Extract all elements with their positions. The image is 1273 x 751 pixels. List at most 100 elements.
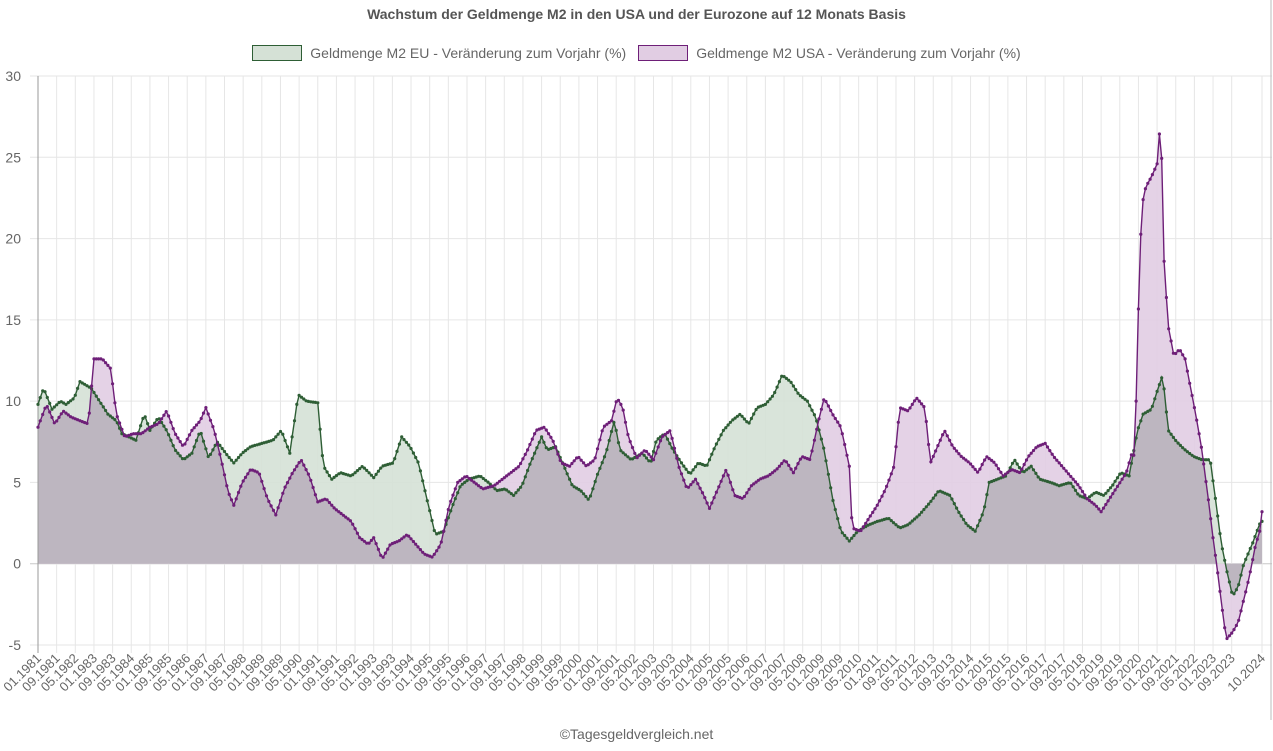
data-point-0 bbox=[749, 416, 754, 421]
data-point-0 bbox=[456, 491, 460, 495]
data-point-1 bbox=[260, 479, 264, 483]
data-point-1 bbox=[971, 465, 975, 469]
data-point-0 bbox=[1213, 496, 1217, 500]
data-point-0 bbox=[178, 454, 182, 458]
data-point-1 bbox=[519, 461, 523, 466]
data-point-0 bbox=[101, 405, 105, 409]
data-point-0 bbox=[693, 465, 698, 469]
data-point-0 bbox=[920, 510, 924, 514]
data-point-0 bbox=[1178, 443, 1182, 447]
data-point-0 bbox=[220, 446, 224, 451]
data-point-0 bbox=[355, 469, 359, 473]
data-point-1 bbox=[658, 439, 663, 443]
data-point-0 bbox=[1218, 532, 1222, 536]
data-point-0 bbox=[111, 416, 115, 420]
data-point-1 bbox=[1001, 474, 1005, 478]
data-point-1 bbox=[934, 449, 938, 453]
data-point-1 bbox=[1204, 480, 1208, 484]
data-point-1 bbox=[1048, 449, 1052, 453]
data-point-1 bbox=[1176, 349, 1180, 353]
data-point-1 bbox=[866, 518, 870, 522]
data-point-0 bbox=[185, 455, 189, 459]
data-point-1 bbox=[1141, 198, 1145, 202]
data-point-0 bbox=[276, 432, 280, 436]
data-point-1 bbox=[745, 491, 749, 495]
data-point-1 bbox=[644, 449, 649, 454]
data-point-0 bbox=[194, 438, 199, 443]
data-point-1 bbox=[859, 528, 863, 533]
data-point-0 bbox=[208, 452, 213, 456]
data-point-1 bbox=[957, 452, 961, 456]
data-point-0 bbox=[269, 439, 273, 443]
data-point-0 bbox=[325, 470, 329, 474]
data-point-0 bbox=[201, 439, 206, 443]
data-point-1 bbox=[374, 542, 378, 546]
data-point-0 bbox=[575, 486, 579, 490]
data-point-0 bbox=[1225, 570, 1229, 574]
data-point-1 bbox=[416, 545, 420, 549]
data-point-0 bbox=[735, 414, 740, 418]
data-point-1 bbox=[353, 527, 357, 531]
data-point-1 bbox=[278, 498, 283, 503]
data-point-0 bbox=[211, 448, 215, 452]
data-point-0 bbox=[97, 398, 101, 402]
data-point-0 bbox=[115, 421, 119, 425]
data-point-1 bbox=[1106, 499, 1110, 503]
data-point-0 bbox=[731, 418, 735, 422]
data-point-1 bbox=[586, 463, 590, 467]
data-point-1 bbox=[1050, 452, 1054, 456]
data-point-1 bbox=[421, 550, 425, 554]
data-point-0 bbox=[416, 460, 420, 464]
data-point-0 bbox=[1162, 387, 1166, 391]
data-point-0 bbox=[568, 477, 572, 481]
data-point-1 bbox=[162, 413, 166, 417]
data-point-0 bbox=[1113, 479, 1117, 483]
data-point-0 bbox=[402, 438, 406, 442]
data-point-0 bbox=[533, 451, 537, 455]
data-point-0 bbox=[1167, 429, 1171, 433]
data-point-0 bbox=[344, 472, 348, 476]
data-point-0 bbox=[537, 440, 541, 444]
data-point-0 bbox=[787, 378, 791, 382]
data-point-0 bbox=[983, 505, 987, 509]
data-point-0 bbox=[1111, 483, 1115, 487]
data-point-1 bbox=[232, 503, 236, 507]
data-point-1 bbox=[52, 421, 56, 425]
data-point-1 bbox=[609, 419, 614, 423]
data-point-1 bbox=[220, 462, 224, 466]
data-point-1 bbox=[549, 435, 553, 439]
legend-item-usa[interactable]: Geldmenge M2 USA - Veränderung zum Vorja… bbox=[638, 45, 1021, 61]
data-point-1 bbox=[857, 528, 861, 533]
data-point-1 bbox=[994, 463, 998, 467]
data-point-1 bbox=[619, 402, 623, 406]
data-point-1 bbox=[691, 480, 695, 484]
data-point-1 bbox=[936, 444, 940, 448]
data-point-1 bbox=[908, 406, 912, 410]
data-point-1 bbox=[257, 472, 262, 476]
y-tick-label: -5 bbox=[9, 637, 22, 653]
data-point-0 bbox=[1176, 441, 1180, 445]
data-point-0 bbox=[1230, 590, 1234, 594]
data-point-0 bbox=[572, 485, 576, 489]
data-point-0 bbox=[740, 414, 744, 418]
data-point-1 bbox=[1132, 453, 1136, 457]
data-point-1 bbox=[1164, 295, 1168, 300]
data-point-0 bbox=[1055, 483, 1059, 487]
data-point-0 bbox=[598, 466, 602, 470]
data-point-1 bbox=[577, 455, 581, 460]
data-point-1 bbox=[341, 513, 345, 517]
data-point-1 bbox=[160, 417, 164, 421]
data-point-0 bbox=[894, 523, 898, 527]
data-point-1 bbox=[1143, 187, 1147, 191]
data-point-1 bbox=[640, 451, 644, 455]
data-point-1 bbox=[1134, 399, 1138, 403]
data-point-1 bbox=[759, 477, 763, 481]
data-point-0 bbox=[768, 397, 772, 401]
data-point-0 bbox=[1069, 481, 1073, 485]
legend-item-eu[interactable]: Geldmenge M2 EU - Veränderung zum Vorjah… bbox=[252, 45, 626, 61]
data-point-1 bbox=[76, 418, 80, 422]
data-point-1 bbox=[910, 402, 914, 406]
data-point-1 bbox=[87, 411, 91, 415]
data-point-0 bbox=[775, 385, 779, 389]
data-point-1 bbox=[38, 419, 42, 423]
